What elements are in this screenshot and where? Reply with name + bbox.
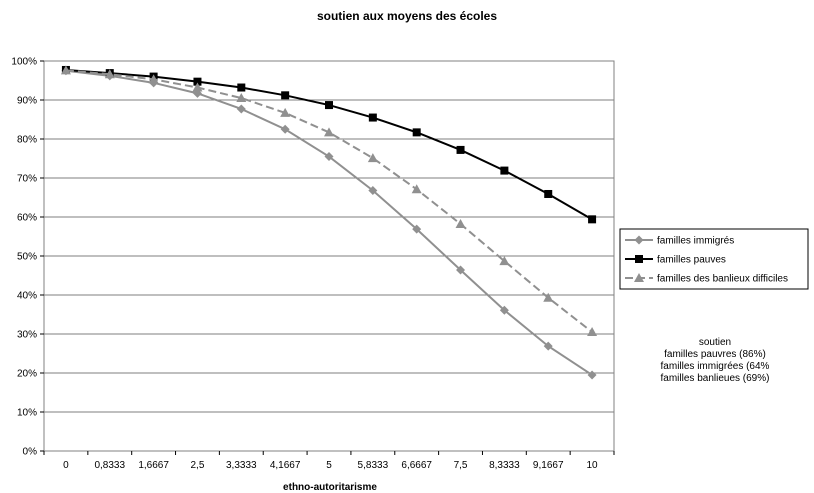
data-point <box>280 124 290 134</box>
y-tick-label: 30% <box>17 330 37 341</box>
data-point <box>412 128 421 137</box>
x-tick-label: 1,6667 <box>138 460 169 471</box>
x-tick-label: 2,5 <box>191 460 205 471</box>
y-tick-label: 70% <box>17 174 37 185</box>
x-tick-label: 5,8333 <box>358 460 389 471</box>
y-tick-label: 0% <box>23 447 38 458</box>
x-tick-label: 8,3333 <box>489 460 520 471</box>
data-point <box>104 69 115 79</box>
chart-title: soutien aux moyens des écoles <box>317 9 497 23</box>
data-point <box>500 166 509 175</box>
data-point <box>412 224 422 234</box>
annotation-line: familles banlieues (69%) <box>661 373 770 384</box>
y-tick-label: 40% <box>17 291 37 302</box>
data-point <box>280 107 291 117</box>
data-point <box>368 113 377 122</box>
y-tick-label: 100% <box>11 57 37 68</box>
legend-swatch-marker <box>635 255 643 263</box>
annotation-line: familles immigrées (64% <box>661 361 770 372</box>
y-tick-label: 90% <box>17 96 37 107</box>
legend-label: familles pauves <box>657 255 726 266</box>
annotation-line: soutien <box>699 337 731 348</box>
series-1 <box>61 66 597 380</box>
data-point <box>367 153 378 163</box>
x-tick-label: 7,5 <box>454 460 468 471</box>
data-point <box>411 184 422 194</box>
legend-label: familles immigrés <box>657 236 734 247</box>
data-point <box>236 93 247 103</box>
x-axis: 0 0,8333 1,6667 2,5 3,3333 4,1667 5 5,8333 6,666… <box>43 451 615 471</box>
data-point <box>324 127 334 137</box>
data-point <box>237 83 246 92</box>
data-point <box>587 327 598 337</box>
data-point <box>588 215 597 224</box>
series-line <box>65 68 593 221</box>
data-point <box>324 152 334 162</box>
data-point <box>499 305 509 315</box>
data-point <box>325 101 333 110</box>
series-line <box>65 69 593 376</box>
data-point <box>587 370 597 380</box>
y-tick-label: 20% <box>17 369 37 380</box>
data-point <box>456 265 466 275</box>
series-line <box>65 69 593 333</box>
x-tick-label: 10 <box>587 460 599 471</box>
data-point <box>193 77 202 86</box>
data-point <box>543 292 554 302</box>
annotation-line: familles pauvres (86%) <box>664 349 766 360</box>
legend: familles immigrés familles pauves familles… <box>619 228 809 290</box>
x-tick-label: 0 <box>63 460 69 471</box>
data-point <box>368 185 378 195</box>
x-tick-label: 9,1667 <box>533 460 564 471</box>
x-axis-title: ethno-autoritarisme <box>283 482 377 493</box>
y-tick-label: 60% <box>17 213 37 224</box>
series-2 <box>61 65 597 224</box>
data-point <box>236 104 246 114</box>
y-axis: 0% 10% 20% 30% 40% 50% 60% 70% 80% 90% 100% <box>11 57 44 458</box>
y-tick-label: 10% <box>17 408 37 419</box>
data-point <box>544 189 553 198</box>
legend-item: familles immigrés <box>625 235 734 247</box>
x-tick-label: 0,8333 <box>94 460 125 471</box>
series-3 <box>60 65 598 337</box>
data-point <box>456 145 465 154</box>
y-tick-label: 80% <box>17 135 37 146</box>
data-point <box>543 341 553 351</box>
data-point <box>281 91 290 100</box>
x-tick-label: 6,6667 <box>401 460 432 471</box>
series-layer <box>60 65 598 380</box>
x-tick-label: 5 <box>326 460 332 471</box>
data-point <box>455 219 466 229</box>
x-tick-label: 4,1667 <box>270 460 301 471</box>
legend-label: familles des banlieux difficiles <box>657 274 788 285</box>
gridlines <box>44 99 614 413</box>
legend-swatch-marker <box>634 235 644 245</box>
data-point <box>192 82 203 92</box>
y-tick-label: 50% <box>17 252 37 263</box>
x-tick-label: 3,3333 <box>226 460 257 471</box>
data-point <box>60 65 71 75</box>
legend-item: familles pauves <box>625 255 726 266</box>
legend-item: familles des banlieux difficiles <box>625 273 788 285</box>
legend-swatch-marker <box>634 273 644 282</box>
data-point <box>148 74 159 84</box>
data-point <box>499 256 510 266</box>
